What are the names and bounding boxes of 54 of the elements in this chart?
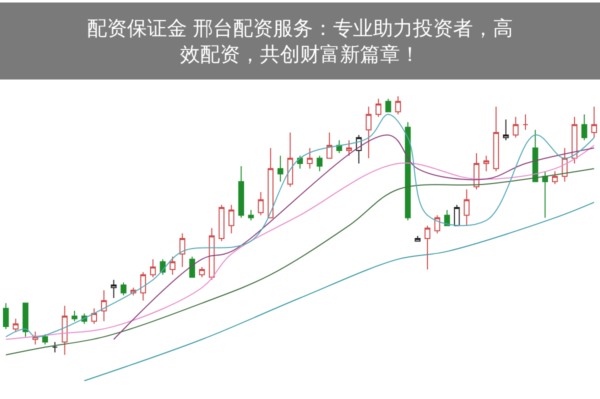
candlestick: [493, 106, 499, 172]
candlestick: [306, 147, 313, 170]
candlestick: [150, 258, 156, 278]
candlestick: [552, 170, 558, 185]
candlestick: [12, 318, 19, 332]
candlestick: [404, 122, 411, 221]
candlestick: [572, 116, 578, 164]
candlestick: [52, 341, 58, 353]
candlestick: [170, 256, 176, 276]
candlestick: [376, 98, 382, 118]
candlestick: [366, 106, 372, 159]
candlestick: [424, 225, 430, 270]
candlestick: [110, 279, 117, 298]
candlestick: [542, 170, 548, 218]
chart-title: 配资保证金 邢台配资服务：专业助力投资者，高效配资，共创财富新篇章！: [86, 16, 514, 66]
candlestick: [72, 310, 78, 322]
candlestick: [101, 290, 107, 322]
candlestick: [218, 204, 224, 242]
candlestick: [395, 96, 401, 115]
candlestick: [277, 155, 284, 182]
candlestick: [385, 98, 392, 112]
candlestick: [346, 140, 352, 156]
candlestick: [581, 114, 588, 141]
candlestick: [268, 147, 274, 218]
candlestick: [591, 106, 598, 138]
candlestick: [199, 266, 205, 278]
candlestick: [287, 132, 294, 188]
candlestick: [179, 232, 186, 268]
candlestick: [248, 210, 254, 221]
candlestick: [62, 305, 68, 356]
candlestick: [444, 210, 450, 226]
candlestick: [297, 155, 303, 170]
candlestick: [414, 235, 421, 242]
candlestick: [140, 272, 146, 302]
candlestick: [522, 114, 528, 130]
candlestick: [474, 152, 480, 190]
candlestick: [464, 188, 470, 226]
candlestick: [512, 116, 519, 138]
candlestick: [22, 302, 28, 338]
candlestick: [454, 204, 460, 226]
candlestick: [316, 155, 323, 172]
candlestick: [326, 132, 332, 159]
candlestick: [502, 119, 509, 141]
candlestick: [228, 204, 234, 234]
candlestick: [189, 256, 196, 278]
candlestick: [120, 282, 126, 296]
candlestick: [532, 129, 538, 182]
candlestick: [258, 191, 264, 216]
candlestick: [238, 166, 244, 218]
candlestick: [208, 228, 215, 280]
candlestick: [42, 334, 48, 346]
candlestick: [2, 302, 9, 330]
candlestick: [91, 308, 98, 324]
candlestick: [483, 155, 490, 172]
